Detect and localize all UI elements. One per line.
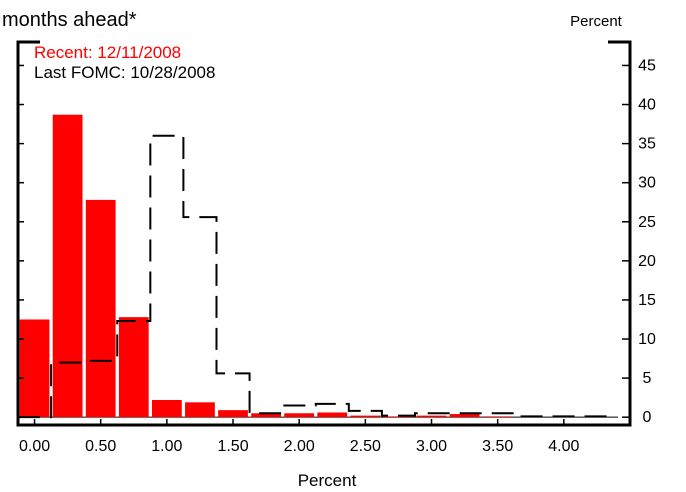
x-tick-label: 2.00	[284, 438, 315, 455]
x-tick-label: 3.00	[416, 438, 447, 455]
recent-bar	[350, 415, 381, 418]
recent-bar	[218, 410, 248, 418]
recent-bar	[317, 412, 348, 418]
y-tick-label: 40	[638, 97, 656, 114]
x-tick-label: 0.50	[85, 438, 116, 455]
recent-bar	[251, 413, 281, 418]
x-tick-label: 4.00	[548, 438, 579, 455]
x-tick-label: 0.00	[19, 438, 50, 455]
y-tick-label: 20	[638, 253, 656, 270]
x-axis-ticks: 0.00 0.50 1.00 1.50 2.00 2.50 3.00 3.50 4.00	[19, 419, 580, 455]
recent-bar	[482, 416, 513, 418]
x-tick-label: 1.50	[217, 438, 248, 455]
recent-bar	[284, 413, 315, 418]
x-tick-label: 1.00	[151, 438, 182, 455]
legend-recent: Recent: 12/11/2008	[34, 43, 181, 62]
legend-fomc: Last FOMC: 10/28/2008	[34, 63, 215, 82]
y-axis-ticks: 0 5 10 15 20 25 30 35 40 45	[18, 57, 656, 426]
y-tick-label: 30	[638, 175, 656, 192]
y-tick-label: 45	[638, 57, 656, 74]
recent-bar	[383, 416, 414, 418]
x-tick-label: 3.50	[482, 438, 513, 455]
recent-bar	[19, 319, 50, 418]
y-tick-label: 15	[638, 292, 656, 309]
recent-bar	[449, 414, 480, 418]
chart-title: months ahead*	[2, 9, 137, 31]
recent-bar	[185, 402, 215, 418]
y-tick-label: 10	[638, 331, 656, 348]
fomc-step	[18, 134, 614, 419]
x-axis-label: Percent	[298, 471, 357, 490]
axis-frame	[16, 40, 632, 427]
fomc-step-line	[18, 134, 614, 419]
recent-bars	[19, 114, 513, 418]
y-tick-label: 5	[643, 370, 652, 387]
recent-bar	[118, 317, 149, 418]
recent-bar	[85, 199, 116, 418]
y-tick-label: 35	[638, 136, 656, 153]
recent-bar	[52, 114, 83, 418]
y-tick-label: 25	[638, 214, 656, 231]
recent-bar	[416, 415, 447, 418]
x-tick-label: 2.50	[350, 438, 381, 455]
recent-bar	[151, 399, 182, 418]
y-tick-label: 0	[643, 409, 652, 426]
y-axis-label: Percent	[570, 13, 623, 30]
